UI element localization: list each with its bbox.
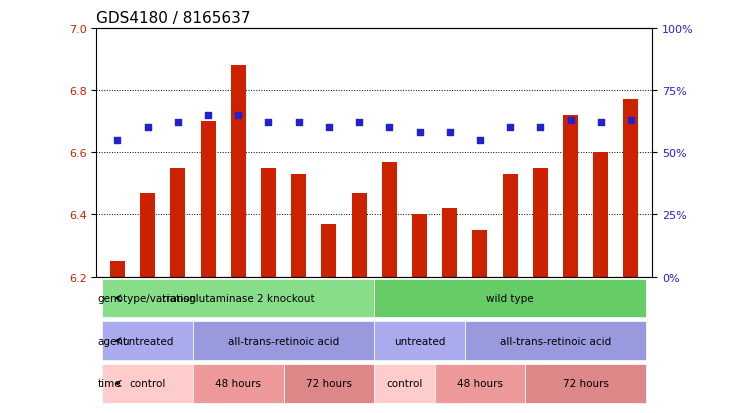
Text: 48 hours: 48 hours <box>216 378 262 388</box>
Bar <box>594 153 608 277</box>
Text: transglutaminase 2 knockout: transglutaminase 2 knockout <box>162 293 315 303</box>
Bar <box>623 100 639 277</box>
Bar <box>472 230 488 277</box>
FancyBboxPatch shape <box>525 364 646 403</box>
Bar <box>140 193 155 277</box>
Point <box>262 120 274 126</box>
Point <box>323 125 335 131</box>
FancyBboxPatch shape <box>102 322 193 360</box>
Bar <box>170 169 185 277</box>
Point <box>202 112 214 119</box>
Point <box>142 125 153 131</box>
Bar <box>412 215 427 277</box>
Bar <box>291 175 306 277</box>
Bar <box>502 175 518 277</box>
Bar <box>533 169 548 277</box>
FancyBboxPatch shape <box>374 364 435 403</box>
FancyBboxPatch shape <box>102 364 193 403</box>
Bar <box>351 193 367 277</box>
Point <box>595 120 607 126</box>
Text: genotype/variation: genotype/variation <box>98 293 197 303</box>
Text: wild type: wild type <box>486 293 534 303</box>
Point <box>474 137 486 144</box>
Text: all-trans-retinoic acid: all-trans-retinoic acid <box>228 336 339 346</box>
Text: 48 hours: 48 hours <box>457 378 503 388</box>
Bar <box>110 261 125 277</box>
Text: all-trans-retinoic acid: all-trans-retinoic acid <box>499 336 611 346</box>
Text: untreated: untreated <box>122 336 173 346</box>
Text: 72 hours: 72 hours <box>306 378 352 388</box>
Bar <box>261 169 276 277</box>
Text: control: control <box>386 378 422 388</box>
Text: 72 hours: 72 hours <box>562 378 608 388</box>
Point <box>534 125 546 131</box>
FancyBboxPatch shape <box>435 364 525 403</box>
Bar <box>382 162 397 277</box>
Text: GDS4180 / 8165637: GDS4180 / 8165637 <box>96 12 251 26</box>
Point <box>293 120 305 126</box>
FancyBboxPatch shape <box>465 322 646 360</box>
Text: time: time <box>98 378 122 388</box>
Point <box>383 125 395 131</box>
FancyBboxPatch shape <box>193 364 284 403</box>
Point <box>353 120 365 126</box>
Point <box>172 120 184 126</box>
Bar <box>322 224 336 277</box>
Text: agent: agent <box>98 336 128 346</box>
Text: untreated: untreated <box>393 336 445 346</box>
Point <box>112 137 124 144</box>
Point <box>413 130 425 136</box>
Point <box>444 130 456 136</box>
Point <box>233 112 245 119</box>
Point <box>504 125 516 131</box>
FancyBboxPatch shape <box>374 322 465 360</box>
Bar <box>230 66 246 277</box>
Point <box>565 117 576 124</box>
Text: control: control <box>130 378 166 388</box>
FancyBboxPatch shape <box>284 364 374 403</box>
Bar <box>201 122 216 277</box>
Point <box>625 117 637 124</box>
Bar <box>563 116 578 277</box>
FancyBboxPatch shape <box>193 322 374 360</box>
FancyBboxPatch shape <box>374 279 646 317</box>
FancyBboxPatch shape <box>102 279 374 317</box>
Bar <box>442 209 457 277</box>
